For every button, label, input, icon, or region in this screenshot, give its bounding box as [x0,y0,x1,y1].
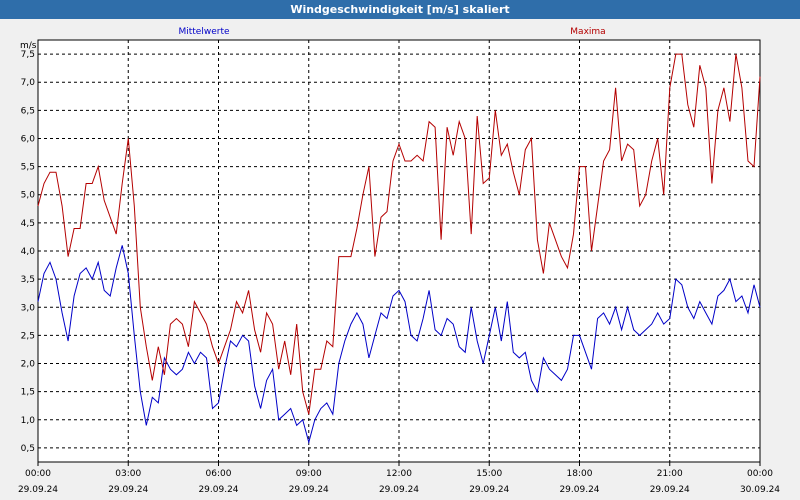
x-tick-date: 29.09.24 [18,485,58,495]
x-tick-date: 29.09.24 [469,485,509,495]
x-tick-time: 09:00 [296,469,322,479]
x-axis: 00:00 29.09.24 03:00 29.09.24 06:00 29.09.24 0… [18,462,780,495]
y-tick-label: 0,5 [21,444,35,454]
y-axis-unit: m/s [20,41,37,51]
y-tick-label: 2,5 [21,331,35,341]
series-line-maxima [37,53,761,415]
x-tick-time: 18:00 [567,469,593,479]
x-tick-time: 15:00 [476,469,502,479]
y-tick-label: 6,0 [21,134,36,144]
y-tick-label: 5,5 [21,163,35,173]
y-tick-label: 4,0 [21,247,36,257]
y-tick-label: 6,5 [21,106,35,116]
series-group [37,53,761,445]
y-axis: 0,5 1,0 1,5 2,0 2,5 3,0 3,5 4,0 4,5 5,0 5,5 6,0 6,5 7… [21,50,36,454]
x-tick-date: 29.09.24 [198,485,238,495]
y-tick-label: 3,5 [21,275,35,285]
series-line-mittelwerte [37,245,761,445]
y-tick-label: 7,5 [21,50,35,60]
x-tick-time: 12:00 [386,469,412,479]
x-tick-time: 03:00 [115,469,141,479]
chart-title: Windgeschwindigkeit [m/s] skaliert [0,0,800,19]
x-tick-date: 29.09.24 [289,485,329,495]
x-tick-date: 29.09.24 [108,485,148,495]
x-tick-time: 00:00 [25,469,51,479]
x-tick-date: 29.09.24 [650,485,690,495]
x-tick-time: 00:00 [747,469,773,479]
x-tick-time: 21:00 [657,469,683,479]
x-tick-time: 06:00 [206,469,232,479]
x-tick-date: 29.09.24 [559,485,599,495]
y-tick-label: 1,0 [21,416,36,426]
y-tick-label: 2,0 [21,360,36,370]
legend-maxima: Maxima [570,27,605,37]
legend-mittelwerte: Mittelwerte [178,27,229,37]
x-tick-date: 30.09.24 [740,485,780,495]
y-tick-label: 7,0 [21,78,36,88]
x-tick-date: 29.09.24 [379,485,419,495]
y-tick-label: 4,5 [21,219,35,229]
y-tick-label: 5,0 [21,191,36,201]
y-tick-label: 3,0 [21,303,36,313]
y-tick-label: 1,5 [21,388,35,398]
